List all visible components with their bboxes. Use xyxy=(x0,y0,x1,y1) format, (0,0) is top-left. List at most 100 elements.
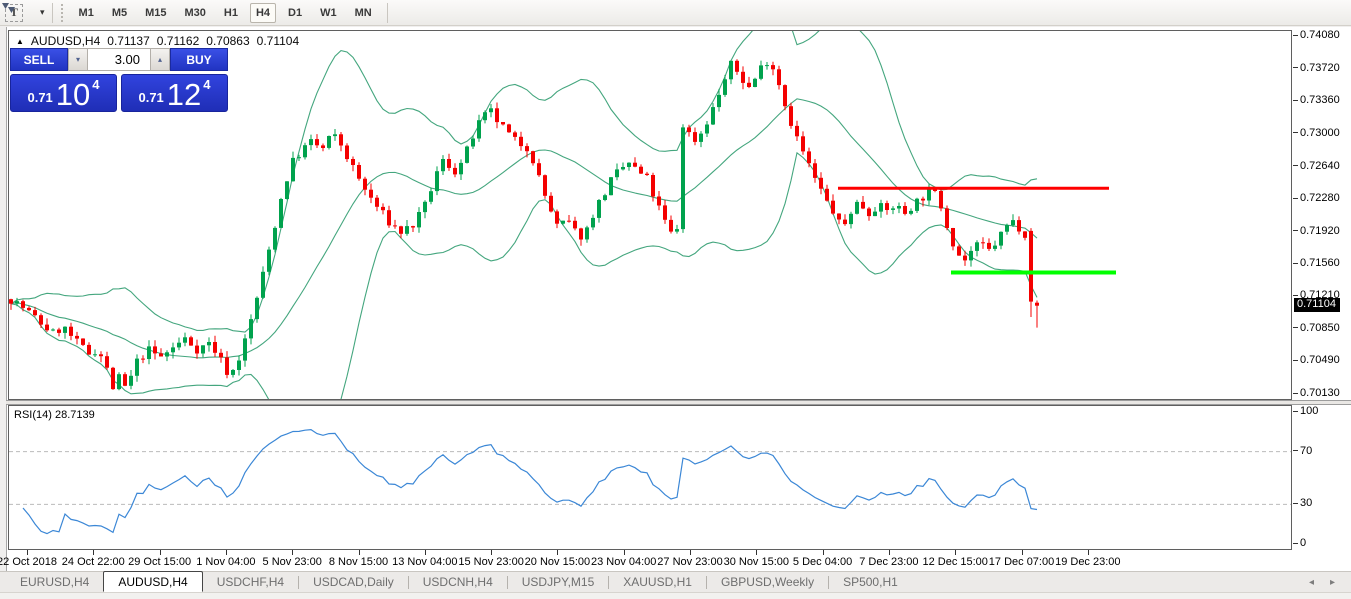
tab-scroll-left-icon[interactable]: ◂ xyxy=(1308,576,1314,588)
sell-price-sup: 4 xyxy=(92,77,100,92)
chart-tab-EURUSD-H4[interactable]: EURUSD,H4 xyxy=(20,575,90,589)
tab-separator xyxy=(828,575,830,589)
price-axis-tick xyxy=(1293,262,1298,264)
time-axis-label: 17 Dec 07:00 xyxy=(988,556,1055,568)
tab-separator xyxy=(705,575,707,589)
rsi-axis-label: 30 xyxy=(1300,497,1313,510)
timeframe-button-MN[interactable]: MN xyxy=(354,6,372,19)
chart-tab-XAUUSD-H1[interactable]: XAUUSD,H1 xyxy=(623,575,692,589)
volume-decrease-button[interactable]: ▾ xyxy=(68,48,88,71)
top-toolbar: T ▾ M1 M5 M15 M30 H1 H4 D1 W1 MN xyxy=(0,0,1351,26)
rsi-indicator-plot[interactable] xyxy=(8,405,1292,550)
timeframe-button-D1[interactable]: D1 xyxy=(288,6,303,19)
time-axis-tick xyxy=(822,550,824,555)
buy-price-panel[interactable]: 0.71 12 4 xyxy=(121,74,228,112)
chart-symbol-timeframe: AUDUSD,H4 xyxy=(30,34,101,48)
rsi-axis-tick xyxy=(1293,542,1298,544)
rsi-axis-label: 0 xyxy=(1300,537,1307,549)
timeframe-button-M30[interactable]: M30 xyxy=(184,6,206,19)
sell-price-panel[interactable]: 0.71 10 4 xyxy=(10,74,117,112)
rsi-axis-tick xyxy=(1293,502,1298,504)
rsi-axis-tick xyxy=(1293,450,1298,452)
chart-tab-GBPUSD-Weekly[interactable]: GBPUSD,Weekly xyxy=(720,575,815,589)
arrows-tool-group[interactable]: ▾ xyxy=(2,3,45,18)
current-price-tag: 0.71104 xyxy=(1294,297,1340,312)
time-axis-label: 15 Nov 23:00 xyxy=(458,556,524,568)
panel-collapse-icon[interactable]: ▲ xyxy=(16,36,24,46)
price-axis-label: 0.70850 xyxy=(1300,321,1340,334)
volume-input[interactable]: 3.00 xyxy=(88,48,150,71)
time-axis-tick xyxy=(27,550,28,555)
price-axis-tick xyxy=(1293,359,1298,361)
rsi-axis-label: 100 xyxy=(1300,405,1319,417)
price-axis-tick xyxy=(1293,392,1298,394)
rsi-chart xyxy=(9,428,1291,535)
time-axis-tick xyxy=(888,550,890,555)
price-axis-tick xyxy=(1293,34,1298,36)
chart-tab-USDCNH-H4[interactable]: USDCNH,H4 xyxy=(422,575,493,589)
timeframe-button-W1[interactable]: W1 xyxy=(320,6,337,19)
buy-button[interactable]: BUY xyxy=(170,48,228,71)
time-axis-label: 30 Nov 15:00 xyxy=(723,556,790,568)
rsi-label: RSI(14) 28.7139 xyxy=(14,409,95,421)
time-axis-tick xyxy=(292,550,294,555)
time-axis-tick xyxy=(225,550,227,555)
one-click-trading-panel: SELL ▾ 3.00 ▴ BUY 0.71 10 4 0.71 12 4 xyxy=(10,48,228,112)
tab-separator xyxy=(298,575,300,589)
price-axis-label: 0.72640 xyxy=(1300,159,1340,172)
time-axis-label: 1 Nov 04:00 xyxy=(196,556,256,568)
volume-increase-button[interactable]: ▴ xyxy=(150,48,170,71)
chevron-down-icon[interactable]: ▾ xyxy=(40,7,45,17)
text-tool-icon[interactable]: T xyxy=(5,3,23,22)
chart-ohlc-header: ▲ AUDUSD,H4 0.71137 0.71162 0.70863 0.71… xyxy=(16,34,299,48)
timeframe-bar: M1 M5 M15 M30 H1 H4 D1 W1 MN xyxy=(70,2,381,23)
price-axis-label: 0.73000 xyxy=(1300,126,1340,139)
timeframe-button-H1[interactable]: H1 xyxy=(223,6,238,19)
chart-tab-USDCHF-H4[interactable]: USDCHF,H4 xyxy=(216,575,285,589)
ohlc-low: 0.70863 xyxy=(206,34,250,48)
time-axis-label: 29 Oct 15:00 xyxy=(128,556,192,568)
price-axis-label: 0.72280 xyxy=(1300,192,1340,205)
time-axis-label: 22 Oct 2018 xyxy=(0,556,57,568)
time-axis-tick xyxy=(358,550,360,555)
price-axis-label: 0.73720 xyxy=(1300,61,1340,74)
time-axis-label: 5 Dec 04:00 xyxy=(792,556,853,568)
time-axis-tick xyxy=(623,550,625,555)
tab-scroll-right-icon[interactable]: ▸ xyxy=(1329,576,1335,588)
timeframe-button-H4[interactable]: H4 xyxy=(249,2,277,23)
price-axis-tick xyxy=(1293,132,1298,134)
rsi-axis-tick xyxy=(1293,410,1298,412)
timeframe-button-M5[interactable]: M5 xyxy=(111,6,128,19)
candlestick-chart xyxy=(9,31,1116,399)
time-axis-label: 27 Nov 23:00 xyxy=(657,556,723,568)
toolbar-grip[interactable] xyxy=(59,3,64,22)
buy-price-big: 12 xyxy=(166,77,202,112)
time-axis-tick xyxy=(93,550,95,555)
pane-splitter[interactable] xyxy=(6,400,1351,405)
chart-tab-USDJPY-M15[interactable]: USDJPY,M15 xyxy=(521,575,595,589)
timeframe-button-M1[interactable]: M1 xyxy=(78,6,94,19)
time-axis-label: 23 Nov 04:00 xyxy=(590,556,657,568)
price-axis-label: 0.74080 xyxy=(1300,29,1340,41)
chart-tab-AUDUSD-H4[interactable]: AUDUSD,H4 xyxy=(103,571,203,592)
time-axis-tick xyxy=(756,550,758,555)
price-axis-label: 0.73360 xyxy=(1300,94,1340,107)
toolbar-separator-2 xyxy=(386,2,388,23)
chart-tab-SP500-H1[interactable]: SP500,H1 xyxy=(843,575,898,589)
tab-scroll-nav: ◂ ▸ xyxy=(1309,572,1335,592)
buy-price-sup: 4 xyxy=(203,77,211,92)
price-axis-label: 0.71210 xyxy=(1300,289,1340,302)
chart-tab-USDCAD-Daily[interactable]: USDCAD,Daily xyxy=(313,575,394,589)
sell-button[interactable]: SELL xyxy=(10,48,68,71)
tab-separator xyxy=(506,575,508,589)
ohlc-close: 0.71104 xyxy=(256,34,300,48)
price-axis-tick xyxy=(1293,165,1298,166)
price-axis-tick xyxy=(1293,294,1298,296)
time-axis-tick xyxy=(557,550,559,555)
timeframe-button-M15[interactable]: M15 xyxy=(145,6,167,19)
time-axis-label: 5 Nov 23:00 xyxy=(262,556,322,568)
time-axis-tick xyxy=(690,550,691,555)
toolbar-separator xyxy=(51,2,53,23)
ohlc-high: 0.71162 xyxy=(156,34,200,48)
price-axis-tick xyxy=(1293,99,1298,101)
